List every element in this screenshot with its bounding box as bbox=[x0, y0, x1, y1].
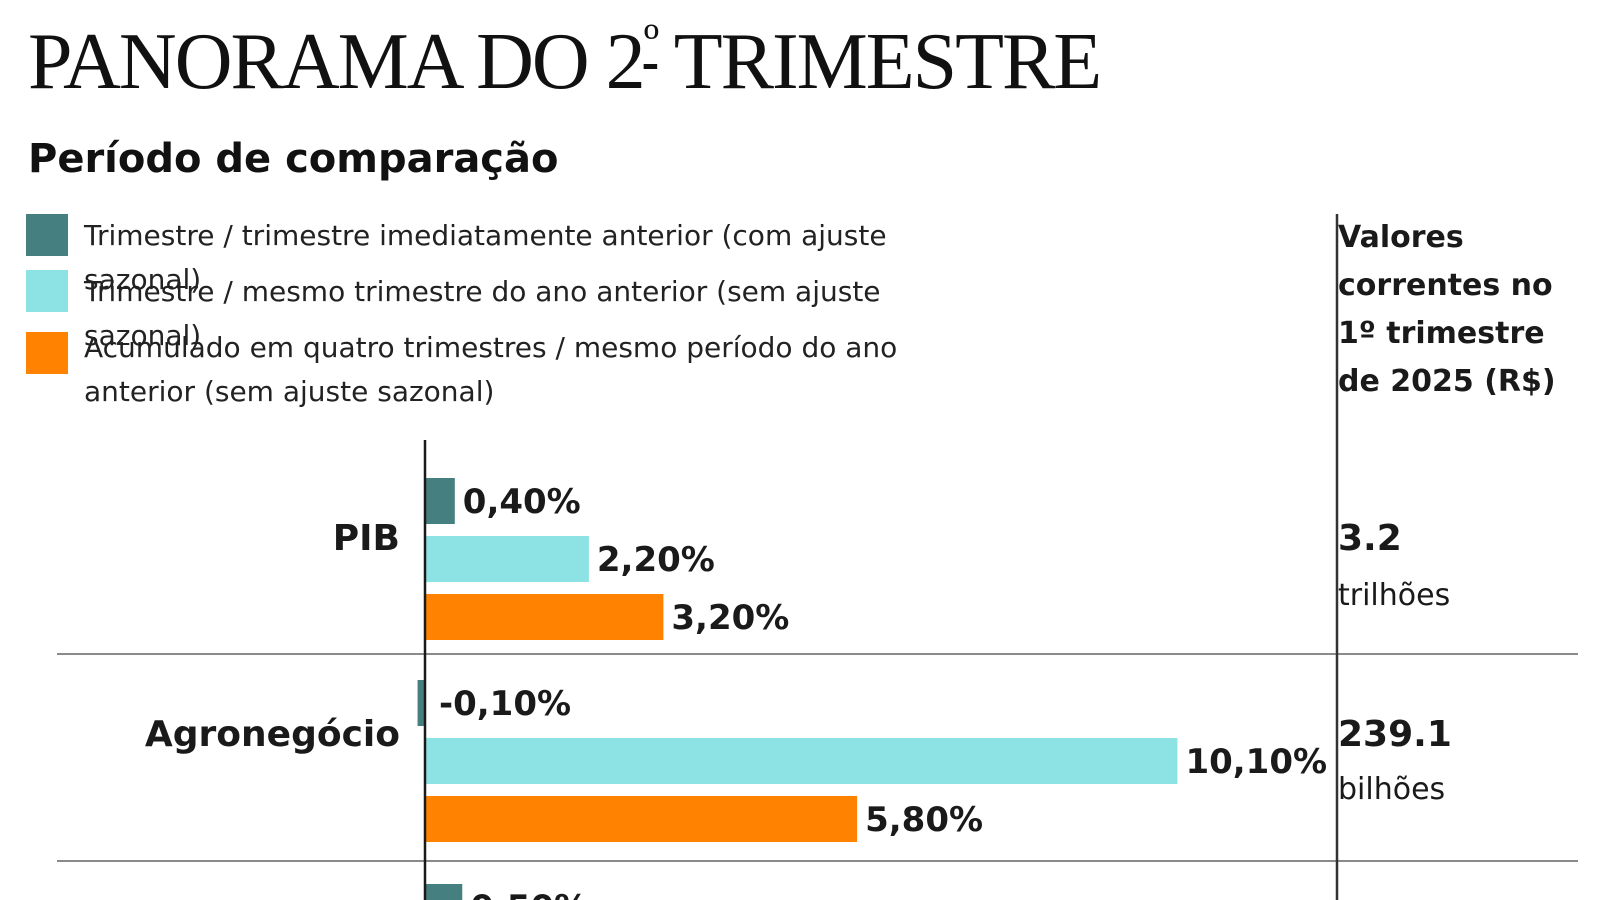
bar-label-agronegocio-qoq: -0,10% bbox=[439, 684, 571, 724]
legend-label-yoy: Trimestre / mesmo trimestre do ano anter… bbox=[84, 275, 881, 352]
section-subtitle: Período de comparação bbox=[28, 136, 559, 182]
bar-label-agronegocio-yoy: 10,10% bbox=[1185, 742, 1327, 782]
value-agronegocio: 239.1 bbox=[1338, 714, 1452, 755]
bar-next-qoq bbox=[425, 884, 463, 900]
title-main: PANORAMA DO 2 bbox=[28, 18, 646, 106]
unit-pib: trilhões bbox=[1338, 578, 1451, 613]
legend-swatch-accumulated bbox=[26, 332, 68, 374]
bar-label-pib-yoy: 2,20% bbox=[597, 540, 715, 580]
title-rest: TRIMESTRE bbox=[657, 18, 1102, 106]
bar-agronegocio-yoy bbox=[425, 738, 1178, 784]
bar-label-pib-accumulated: 3,20% bbox=[671, 598, 789, 638]
category-label-agronegocio: Agronegócio bbox=[144, 714, 400, 755]
bar-label-agronegocio-accumulated: 5,80% bbox=[865, 800, 983, 840]
unit-agronegocio: bilhões bbox=[1338, 772, 1446, 807]
value-pib: 3.2 bbox=[1338, 518, 1402, 559]
bar-label-next-qoq: 0,50% bbox=[470, 888, 588, 900]
category-label-pib: PIB bbox=[332, 518, 400, 559]
legend-swatch-qoq bbox=[26, 214, 68, 256]
bar-pib-accumulated bbox=[425, 594, 664, 640]
bar-label-pib-qoq: 0,40% bbox=[463, 482, 581, 522]
bar-pib-yoy bbox=[425, 536, 589, 582]
bar-agronegocio-qoq bbox=[417, 680, 425, 726]
bar-pib-qoq bbox=[425, 478, 455, 524]
page-title: PANORAMA DO 2º TRIMESTRE bbox=[28, 13, 1102, 107]
bar-agronegocio-accumulated bbox=[425, 796, 858, 842]
legend-label-accumulated: Acumulado em quatro trimestres / mesmo p… bbox=[84, 331, 898, 408]
legend-label-qoq: Trimestre / trimestre imediatamente ante… bbox=[84, 219, 887, 296]
title-ordinal: º bbox=[643, 13, 659, 69]
legend-swatch-yoy bbox=[26, 270, 68, 312]
values-column-header: Valores correntes no 1º trimestre de 202… bbox=[1338, 220, 1556, 399]
